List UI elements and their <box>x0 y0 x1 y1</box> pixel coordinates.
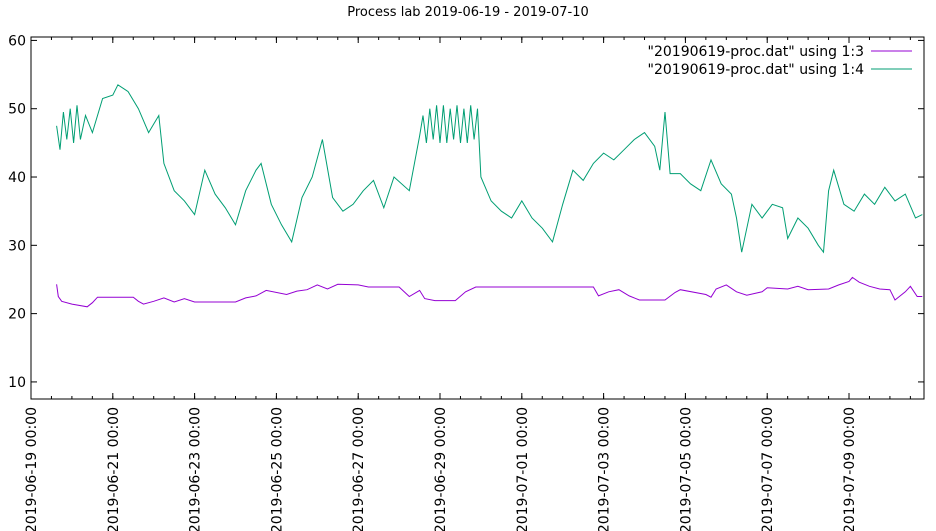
series-line-1 <box>56 276 923 308</box>
y-tick-label: 60 <box>8 33 26 49</box>
legend-label-1: "20190619-proc.dat" using 1:3 <box>648 44 864 60</box>
series-line-2 <box>56 84 923 254</box>
x-tick-label: 2019-07-01 00:00 <box>515 407 531 531</box>
x-tick-label: 2019-06-25 00:00 <box>269 407 285 531</box>
y-tick-label: 20 <box>8 307 26 323</box>
x-tick-label: 2019-07-09 00:00 <box>842 407 858 531</box>
y-tick-label: 10 <box>8 375 26 391</box>
x-tick-label: 2019-06-27 00:00 <box>351 407 367 531</box>
chart-title: Process lab 2019-06-19 - 2019-07-10 <box>347 5 589 20</box>
x-tick-label: 2019-06-29 00:00 <box>433 407 449 531</box>
y-tick-label: 30 <box>8 238 26 254</box>
x-tick-label: 2019-07-07 00:00 <box>760 407 776 531</box>
y-tick-label: 50 <box>8 102 26 118</box>
x-tick-label: 2019-07-05 00:00 <box>678 407 694 531</box>
y-tick-label: 40 <box>8 170 26 186</box>
x-tick-label: 2019-06-19 00:00 <box>24 407 40 531</box>
x-tick-label: 2019-06-21 00:00 <box>106 407 122 531</box>
x-tick-label: 2019-06-23 00:00 <box>188 407 204 531</box>
x-tick-label: 2019-07-03 00:00 <box>597 407 613 531</box>
legend-label-2: "20190619-proc.dat" using 1:4 <box>648 62 865 78</box>
plot-frame <box>30 36 925 400</box>
